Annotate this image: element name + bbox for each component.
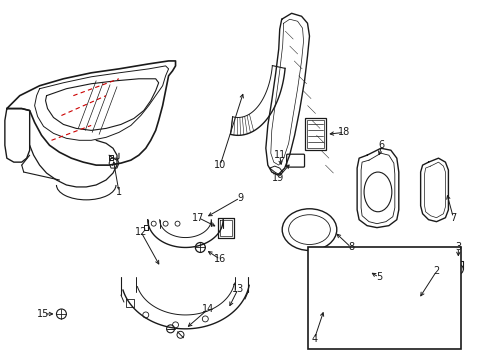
Text: 7: 7 <box>449 213 456 223</box>
Text: 13: 13 <box>231 284 244 294</box>
Bar <box>306 121 324 148</box>
Text: 19: 19 <box>271 173 284 183</box>
Text: 1: 1 <box>116 187 122 197</box>
Text: 14: 14 <box>202 304 214 314</box>
Text: 15: 15 <box>37 309 50 319</box>
Text: 9: 9 <box>237 193 243 203</box>
Bar <box>304 118 325 150</box>
Text: 10: 10 <box>214 160 226 170</box>
Text: 6: 6 <box>378 140 384 150</box>
Text: 11: 11 <box>273 150 285 160</box>
Text: 18: 18 <box>337 127 349 138</box>
Text: 12: 12 <box>134 226 147 237</box>
Text: 3: 3 <box>454 243 461 252</box>
Text: 2: 2 <box>432 266 439 276</box>
Text: 4: 4 <box>311 334 317 344</box>
Text: 8: 8 <box>347 243 353 252</box>
Text: 17: 17 <box>192 213 204 223</box>
Bar <box>307 247 460 349</box>
Text: 16: 16 <box>214 255 226 264</box>
Text: 5: 5 <box>375 272 381 282</box>
